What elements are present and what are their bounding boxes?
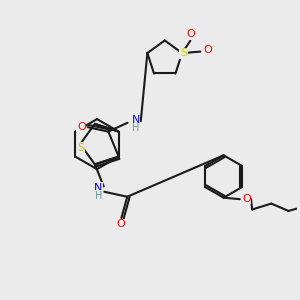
Text: O: O	[77, 122, 86, 132]
Text: N: N	[132, 115, 140, 125]
Text: O: O	[242, 194, 251, 204]
Text: O: O	[187, 29, 195, 39]
Text: S: S	[77, 142, 84, 153]
Text: H: H	[95, 191, 102, 201]
Text: N: N	[94, 183, 103, 193]
Text: O: O	[116, 219, 125, 230]
Text: H: H	[132, 123, 140, 133]
Text: S: S	[180, 48, 187, 58]
Text: O: O	[203, 45, 212, 55]
